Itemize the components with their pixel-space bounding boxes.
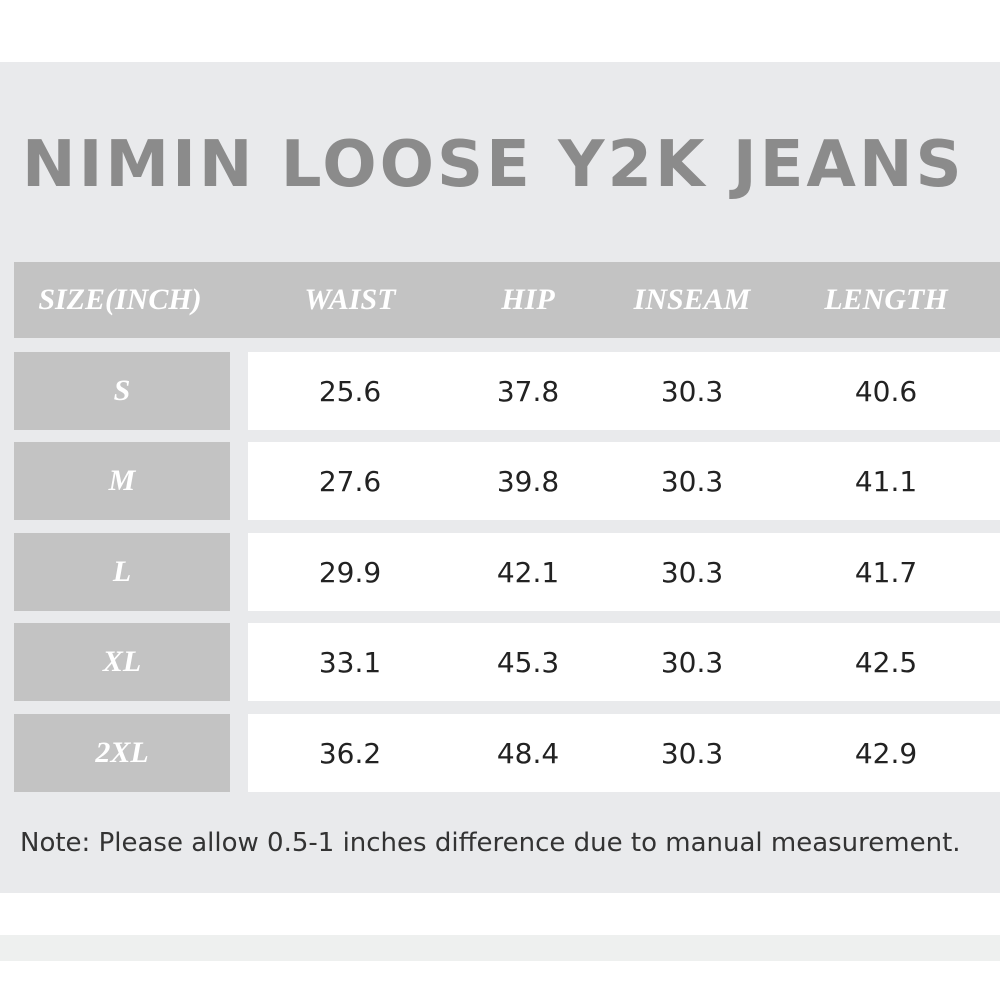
strip <box>0 935 1000 961</box>
header-cell: HIP <box>501 283 555 316</box>
value-cell: 30.3 <box>660 374 724 408</box>
header-cell: SIZE(INCH) <box>38 283 202 316</box>
value-cell: 39.8 <box>496 464 560 498</box>
value-cell: 42.5 <box>854 645 918 679</box>
row-bg <box>248 714 1000 792</box>
value-cell: 42.1 <box>496 555 560 589</box>
size-cell: L <box>14 533 230 611</box>
value-cell: 41.1 <box>854 464 918 498</box>
header-cell: WAIST <box>304 283 396 316</box>
size-cell: M <box>14 442 230 520</box>
value-cell: 30.3 <box>660 555 724 589</box>
size-cell: 2XL <box>14 714 230 792</box>
value-cell: 45.3 <box>496 645 560 679</box>
value-cell: 33.1 <box>318 645 382 679</box>
value-cell: 48.4 <box>496 736 560 770</box>
value-cell: 41.7 <box>854 555 918 589</box>
title: NIMIN LOOSE Y2K JEANS <box>22 128 965 202</box>
value-cell: 29.9 <box>318 555 382 589</box>
row-bg <box>248 442 1000 520</box>
header-cell: INSEAM <box>633 283 751 316</box>
value-cell: 30.3 <box>660 464 724 498</box>
value-cell: 42.9 <box>854 736 918 770</box>
value-cell: 36.2 <box>318 736 382 770</box>
size-cell: XL <box>14 623 230 701</box>
value-cell: 27.6 <box>318 464 382 498</box>
header-row <box>14 262 1000 338</box>
row-bg <box>248 352 1000 430</box>
header-cell: LENGTH <box>824 283 948 316</box>
value-cell: 40.6 <box>854 374 918 408</box>
value-cell: 30.3 <box>660 645 724 679</box>
value-cell: 25.6 <box>318 374 382 408</box>
size-cell: S <box>14 352 230 430</box>
value-cell: 37.8 <box>496 374 560 408</box>
note: Note: Please allow 0.5-1 inches differen… <box>20 828 961 858</box>
row-bg <box>248 533 1000 611</box>
value-cell: 30.3 <box>660 736 724 770</box>
row-bg <box>248 623 1000 701</box>
